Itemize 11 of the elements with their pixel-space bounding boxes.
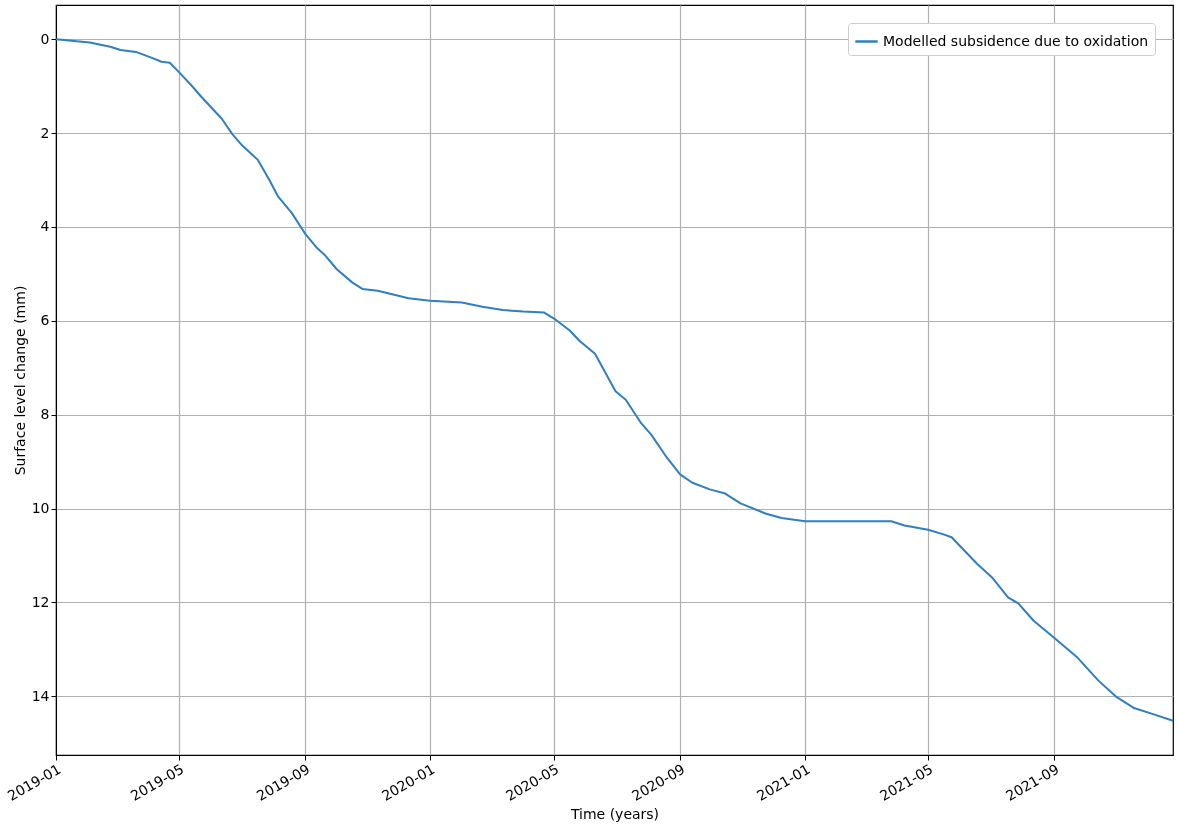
y-tick-label: 10 [31, 500, 50, 517]
legend-label: Modelled subsidence due to oxidation [883, 32, 1149, 49]
y-axis-title: Surface level change (mm) [11, 285, 28, 476]
y-tick-label: 8 [40, 406, 50, 423]
y-tick-label: 6 [40, 312, 50, 329]
y-tick-label: 0 [40, 30, 50, 47]
x-axis-title: Time (years) [569, 805, 660, 822]
y-tick-label: 2 [40, 124, 50, 141]
y-tick-label: 12 [31, 593, 50, 610]
y-tick-label: 14 [31, 687, 50, 704]
y-tick-label: 4 [40, 218, 50, 235]
